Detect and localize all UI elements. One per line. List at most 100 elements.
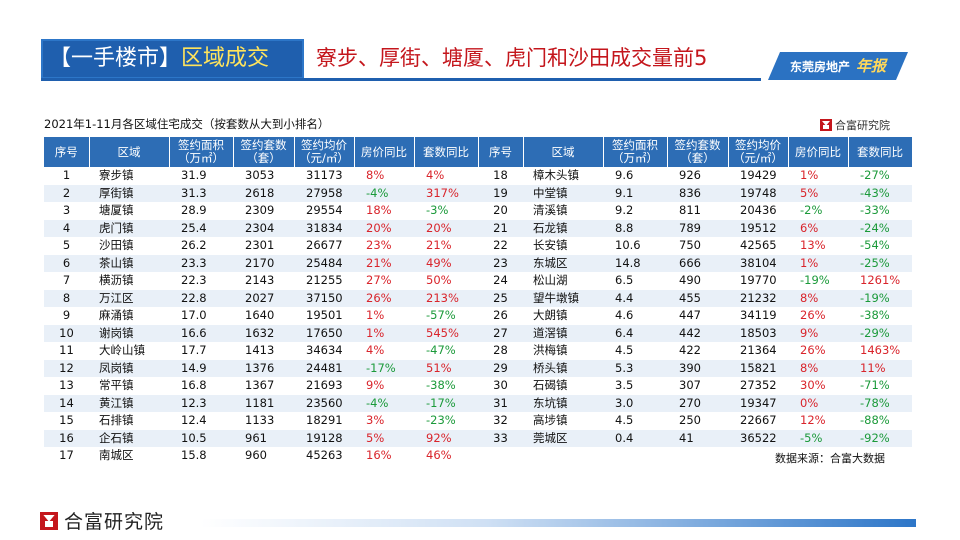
cell-avg-price: 31173 [306,168,343,183]
cell-units: 3053 [245,168,275,183]
cell-index: 6 [44,254,89,272]
table-row: 14 黄江镇 12.3 1181 23560 -4% -17% 31 东坑镇 3.0 270 1934… [44,394,912,412]
table-row: 17 南城区 15.8 960 45263 16% 46% [44,447,912,465]
cell-price-yoy: 8% [788,359,848,377]
col-header-price-yoy: 房价同比 [354,137,415,167]
cell-avg-price: 27352 [740,378,777,393]
cell-sets-yoy: -38% [860,308,890,323]
table-body: 1 寮步镇 31.9 3053 31173 8% 4% 18 樟木头镇 9.6 926 19429 1%… [44,167,912,465]
cell-avg-price: 19429 [740,168,777,183]
cell-sets-yoy: -25% [848,254,912,272]
cell-units: 447 [679,308,701,323]
cell-area: 长安镇 [533,238,568,253]
cell-area: 莞城区 [523,429,603,447]
cell-area: 高埗镇 [533,413,568,428]
cell-area-sqm: 22.3 [181,273,207,288]
cell-units: 1632 [233,324,294,342]
cell-area-sqm: 28.9 [181,203,207,218]
cell-index: 4 [44,219,89,237]
cell-avg-price: 29554 [306,203,343,218]
col-header-sq-line1: 签约面积 [178,138,224,152]
cell-price-yoy: 18% [366,203,392,218]
col-header-sq-line2-right: （万㎡） [612,151,658,165]
cell-area: 望牛墩镇 [523,289,603,307]
col-header-avg-line1-right: 签约均价 [735,138,781,152]
footer-decoration [200,519,916,527]
cell-index: 23 [478,254,523,272]
cell-index: 28 [493,343,508,358]
cell-avg-price: 27958 [294,184,354,202]
cell-price-yoy: 23% [366,238,392,253]
cell-avg-price: 22667 [740,413,777,428]
cell-units: 836 [667,184,728,202]
cell-price-yoy: 13% [800,238,826,253]
cell-index: 29 [478,359,523,377]
cell-index: 13 [59,378,74,393]
cell-price-yoy: -2% [800,203,823,218]
cell-units: 390 [667,359,728,377]
cell-price-yoy: -4% [354,184,414,202]
table-row: 9 麻涌镇 17.0 1640 19501 1% -57% 26 大朗镇 4.6 447 34119 2… [44,307,912,325]
cell-units: 1133 [245,413,275,428]
cell-units: 422 [679,343,701,358]
col-header-cnt: 签约套数 （套） [233,137,295,167]
cell-price-yoy: 1% [354,324,414,342]
cell-price-yoy: 27% [366,273,392,288]
cell-avg-price: 19512 [728,219,788,237]
col-header-sets-yoy-right: 套数同比 [848,137,913,167]
table-caption: 2021年1-11月各区域住宅成交（按套数从大到小排名） [44,117,330,131]
cell-units: 250 [679,413,701,428]
cell-avg-price: 21232 [728,289,788,307]
cell-units: 961 [233,429,294,447]
cell-area-sqm: 14.9 [169,359,233,377]
cell-index: 20 [493,203,508,218]
cell-units: 1640 [245,308,275,323]
cell-price-yoy: 26% [800,343,826,358]
cell-sets-yoy: 51% [414,359,478,377]
cell-area-sqm: 26.2 [181,238,207,253]
cell-area: 石碣镇 [533,378,568,393]
cell-units: 960 [245,448,267,463]
cell-area: 企石镇 [89,429,169,447]
cell-area-sqm: 9.2 [615,203,634,218]
cell-sets-yoy: -78% [848,394,912,412]
col-header-price-yoy-right: 房价同比 [788,137,849,167]
cell-avg-price: 36522 [728,429,788,447]
cell-index: 27 [478,324,523,342]
cell-index: 21 [478,219,523,237]
cell-index: 11 [59,343,74,358]
cell-area: 松山湖 [533,273,568,288]
cell-avg-price: 26677 [306,238,343,253]
cell-units: 926 [679,168,701,183]
cell-area-sqm: 10.5 [169,429,233,447]
cell-avg-price: 24481 [294,359,354,377]
cell-index: 30 [493,378,508,393]
cell-index: 18 [493,168,508,183]
cell-area: 大朗镇 [533,308,568,323]
cell-index: 10 [44,324,89,342]
cell-price-yoy: 4% [366,343,385,358]
cell-price-yoy: 1% [800,168,819,183]
cell-area-sqm: 22.8 [169,289,233,307]
cell-area-sqm: 12.3 [169,394,233,412]
cell-units: 2304 [233,219,294,237]
cell-area-sqm: 9.1 [603,184,667,202]
cell-units: 455 [667,289,728,307]
table-brand: 合富研究院 [820,117,890,133]
cell-units: 1367 [245,378,275,393]
cell-sets-yoy: 4% [426,168,445,183]
cell-avg-price: 37150 [294,289,354,307]
cell-avg-price: 42565 [740,238,777,253]
cell-avg-price: 19128 [294,429,354,447]
table-row: 7 横沥镇 22.3 2143 21255 27% 50% 24 松山湖 6.5 490 19770 -… [44,272,912,290]
col-header-sq: 签约面积 （万㎡） [169,137,234,167]
cell-units: 1376 [233,359,294,377]
cell-units: 2618 [233,184,294,202]
cell-units: 666 [667,254,728,272]
cell-avg-price: 34634 [306,343,343,358]
cell-price-yoy: 30% [800,378,826,393]
cell-avg-price: 45263 [306,448,343,463]
cell-area-sqm: 17.0 [181,308,207,323]
cell-price-yoy: 1% [366,308,385,323]
